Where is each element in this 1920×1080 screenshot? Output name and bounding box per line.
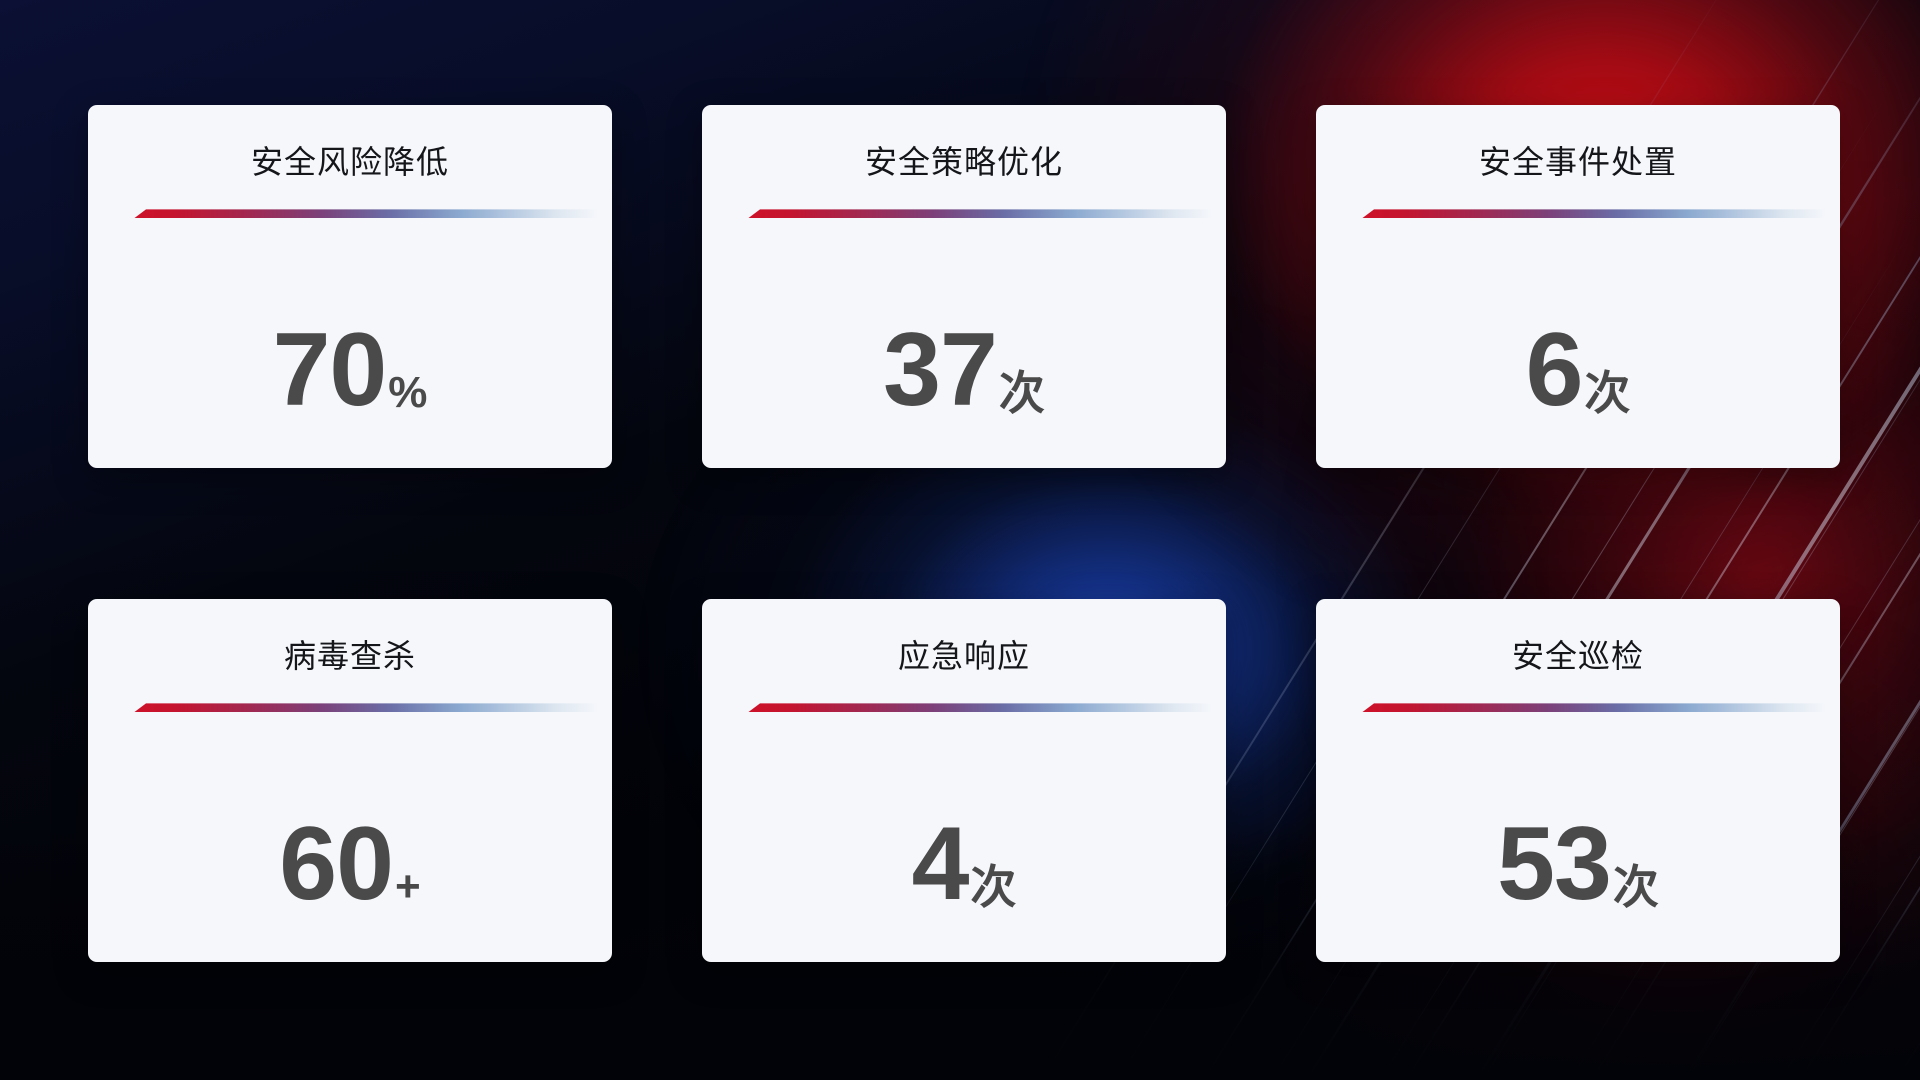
stat-number: 4 (911, 806, 970, 922)
gradient-accent-bar (1362, 703, 1826, 713)
stat-unit: 次 (1584, 367, 1631, 419)
stat-number: 37 (883, 312, 998, 428)
stat-card-title: 病毒查杀 (283, 638, 416, 674)
stat-card-grid: 安全风险降低 70% 安全策略优化 37 次安全事件处置 6 次病毒查杀 60 + 应急响应 4 次安… (88, 105, 1840, 962)
accent-bar-wrap (1316, 205, 1840, 221)
gradient-accent-bar (134, 209, 598, 219)
stat-value-group: 37 次 (883, 318, 1045, 422)
stat-value-group: 70% (273, 318, 428, 422)
stat-number: 53 (1497, 806, 1612, 922)
stat-card-title: 安全策略优化 (864, 144, 1063, 180)
stat-number: 60 (279, 806, 394, 922)
accent-bar-wrap (88, 205, 612, 221)
gradient-accent-bar (134, 703, 598, 713)
stat-number: 70 (272, 312, 388, 428)
stat-value-group: 60 + (279, 812, 420, 916)
stat-card-title: 安全巡检 (1511, 638, 1644, 674)
stat-card-title: 安全风险降低 (250, 144, 449, 180)
gradient-accent-bar (748, 703, 1212, 713)
stat-card[interactable]: 安全策略优化 37 次 (702, 105, 1226, 468)
stat-unit: 次 (1612, 861, 1659, 913)
stat-card[interactable]: 应急响应 4 次 (702, 599, 1226, 962)
accent-bar-wrap (1316, 699, 1840, 715)
stat-unit: 次 (970, 861, 1017, 913)
stat-card-title: 应急响应 (897, 638, 1030, 674)
stat-card-title: 安全事件处置 (1478, 144, 1677, 180)
accent-bar-wrap (702, 205, 1226, 221)
stat-number: 6 (1525, 312, 1584, 428)
gradient-accent-bar (1362, 209, 1826, 219)
stat-unit: + (394, 862, 421, 911)
accent-bar-wrap (702, 699, 1226, 715)
gradient-accent-bar (748, 209, 1212, 219)
stat-card[interactable]: 安全事件处置 6 次 (1316, 105, 1840, 468)
accent-bar-wrap (88, 699, 612, 715)
stat-card[interactable]: 安全风险降低 70% (88, 105, 612, 468)
stat-card[interactable]: 安全巡检 53 次 (1316, 599, 1840, 962)
stat-unit: 次 (998, 367, 1045, 419)
stat-unit: % (388, 368, 428, 417)
stat-card[interactable]: 病毒查杀 60 + (88, 599, 612, 962)
stat-value-group: 53 次 (1497, 812, 1659, 916)
